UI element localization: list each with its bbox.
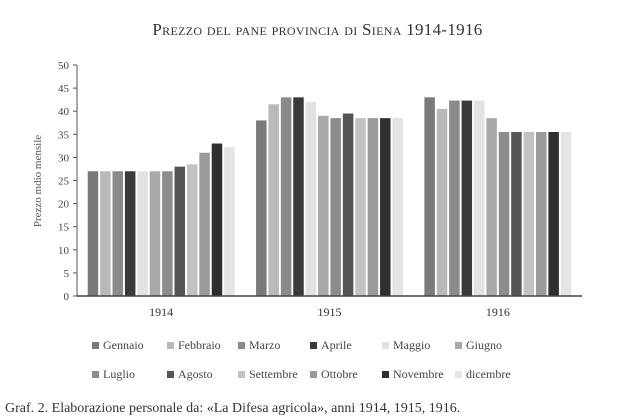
- bar-settembre-1914: [186, 164, 198, 296]
- legend-label: Aprile: [321, 338, 352, 352]
- legend-label: Ottobre: [321, 367, 358, 381]
- bar-giugno-1916: [486, 118, 497, 296]
- x-category-label: 1915: [318, 305, 342, 319]
- bar-gennaio-1916: [424, 97, 435, 296]
- bar-febbraio-1916: [436, 108, 448, 296]
- y-tick-label: 20: [58, 199, 70, 211]
- legend-swatch: [238, 342, 245, 349]
- bar-aprile-1914: [124, 171, 136, 296]
- legend-label: Novembre: [393, 367, 444, 381]
- bar-maggio-1916: [473, 100, 485, 296]
- legend-label: Giugno: [466, 338, 502, 352]
- legend: Gennaio Febbraio Marzo Aprile Maggio Giugno Lu…: [92, 338, 511, 381]
- legend-label: Febbraio: [178, 338, 221, 352]
- y-tick-label: 15: [58, 222, 70, 234]
- bar-gennaio-1915: [256, 120, 267, 296]
- bar-agosto-1916: [511, 131, 522, 296]
- legend-swatch: [92, 371, 99, 378]
- y-tick-label: 30: [58, 152, 70, 164]
- bar-ottobre-1914: [199, 152, 210, 296]
- bar-febbraio-1915: [268, 104, 279, 297]
- legend-swatch: [167, 342, 174, 349]
- bar-agosto-1914: [174, 166, 186, 296]
- legend-label: Settembre: [249, 367, 298, 381]
- legend-label: dicembre: [466, 367, 511, 381]
- legend-swatch: [382, 342, 389, 349]
- legend-label: Gennaio: [103, 338, 144, 352]
- bar-chart: 0 5 10 15 20 25 30 35 40 45 50 1914 1915 1916 Gennai…: [32, 60, 582, 381]
- y-tick-label: 5: [64, 268, 70, 280]
- bar-aprile-1916: [461, 100, 473, 296]
- bar-giugno-1914: [149, 171, 161, 296]
- y-tick-label: 25: [58, 176, 70, 188]
- y-tick-label: 50: [58, 60, 70, 72]
- bars: [87, 97, 572, 297]
- bar-settembre-1915: [355, 118, 366, 296]
- legend-swatch: [310, 371, 317, 378]
- y-tick-label: 35: [58, 129, 70, 141]
- bar-marzo-1916: [449, 100, 460, 296]
- legend-swatch: [167, 371, 174, 378]
- y-tick-label: 45: [58, 83, 70, 95]
- bar-luglio-1914: [162, 171, 173, 296]
- bar-marzo-1914: [112, 171, 124, 296]
- figure-caption: Graf. 2. Elaborazione personale da: «La …: [5, 401, 461, 416]
- legend-swatch: [310, 342, 317, 349]
- y-axis: 0 5 10 15 20 25 30 35 40 45 50: [58, 60, 78, 303]
- bar-luglio-1916: [498, 131, 510, 296]
- bar-maggio-1915: [305, 101, 317, 297]
- legend-swatch: [455, 342, 462, 349]
- legend-swatch: [455, 371, 462, 378]
- bar-settembre-1916: [523, 131, 535, 296]
- chart-title: Prezzo del pane provincia di Siena 1914-…: [152, 20, 483, 39]
- bar-febbraio-1914: [100, 171, 111, 296]
- y-tick-label: 10: [58, 245, 70, 257]
- bar-ottobre-1916: [535, 131, 547, 296]
- legend-label: Marzo: [249, 338, 280, 352]
- bar-giugno-1915: [318, 115, 329, 296]
- bar-dicembre-1914: [224, 147, 235, 296]
- bar-dicembre-1915: [392, 118, 403, 296]
- bar-novembre-1916: [548, 131, 559, 296]
- bar-novembre-1915: [380, 118, 391, 296]
- bar-novembre-1914: [211, 143, 223, 296]
- bar-agosto-1915: [342, 113, 354, 296]
- x-axis: 1914 1915 1916: [77, 295, 582, 319]
- legend-label: Luglio: [103, 367, 135, 381]
- bar-gennaio-1914: [87, 171, 99, 296]
- bar-luglio-1915: [330, 118, 341, 296]
- bar-aprile-1915: [293, 97, 304, 296]
- x-category-label: 1914: [149, 305, 173, 319]
- bar-dicembre-1916: [560, 131, 572, 296]
- y-axis-title: Prezzo mdio mensile: [32, 135, 44, 227]
- x-category-label: 1916: [486, 305, 510, 319]
- y-tick-label: 40: [58, 106, 70, 118]
- legend-swatch: [92, 342, 99, 349]
- legend-swatch: [382, 371, 389, 378]
- bar-marzo-1915: [280, 97, 292, 296]
- y-tick-label: 0: [64, 291, 70, 303]
- legend-label: Maggio: [393, 338, 430, 352]
- bar-maggio-1914: [137, 171, 148, 296]
- legend-swatch: [238, 371, 245, 378]
- legend-label: Agosto: [178, 367, 213, 381]
- bar-ottobre-1915: [367, 118, 379, 296]
